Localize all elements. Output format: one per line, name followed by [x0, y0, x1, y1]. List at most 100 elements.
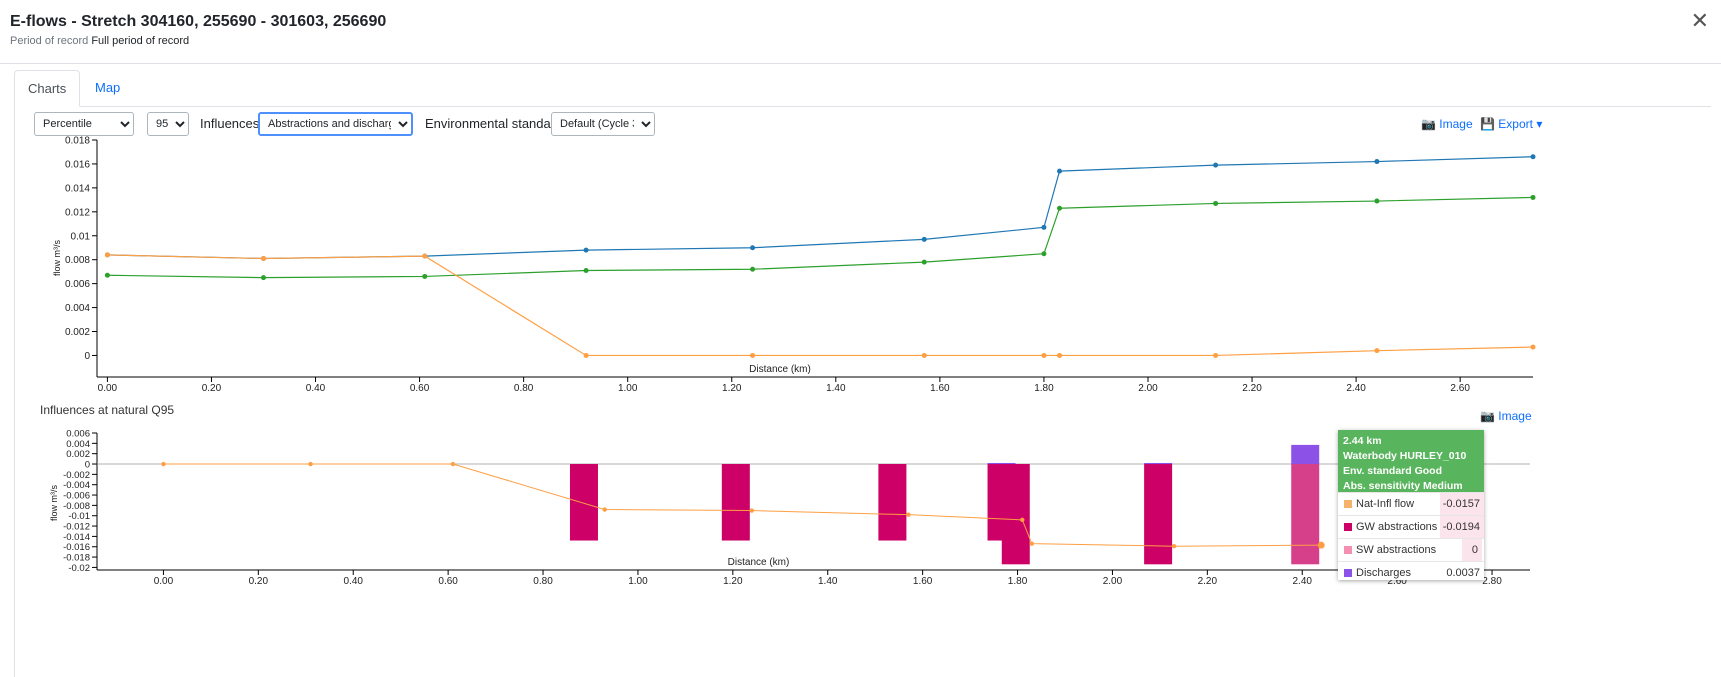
gw-abstraction-bar	[569, 464, 598, 541]
x-tick-label: 0.80	[533, 576, 553, 587]
y-tick-label: 0.012	[65, 207, 90, 218]
data-point	[750, 245, 756, 251]
tab-charts[interactable]: Charts	[14, 70, 81, 107]
legend-swatch	[1344, 546, 1352, 554]
influences-chart-title: Influences at natural Q95	[40, 403, 175, 417]
nat-infl-point	[161, 461, 166, 467]
tooltip-row: SW abstractions 0	[1338, 538, 1484, 561]
y-tick-label: -0.01	[68, 511, 90, 522]
legend-swatch	[1344, 569, 1352, 577]
camera-icon: 📷	[1421, 117, 1436, 131]
data-point	[1041, 352, 1047, 358]
gw-abstraction-bar	[1144, 464, 1173, 565]
x-tick-label: 1.20	[722, 383, 742, 394]
data-point	[1057, 205, 1063, 211]
nat-infl-point	[749, 508, 755, 513]
x-tick-label: 2.40	[1346, 383, 1366, 394]
influences-label: Influences	[200, 116, 260, 131]
x-tick-label: 1.00	[618, 383, 638, 394]
nat-infl-line	[163, 463, 1322, 547]
series-line	[107, 254, 1534, 357]
x-tick-label: 1.00	[628, 576, 648, 587]
gw-abstraction-bar	[721, 464, 750, 541]
y-tick-label: 0	[84, 351, 90, 362]
env-standard-label: Environmental standard	[425, 116, 563, 131]
x-tick-label: 2.80	[1482, 576, 1502, 587]
period-of-record: Period of record Full period of record	[10, 35, 189, 47]
data-point	[260, 275, 266, 281]
close-icon[interactable]: ✕	[1690, 8, 1709, 33]
data-point	[1213, 352, 1219, 358]
x-tick-label: 0.80	[514, 383, 534, 394]
series-line	[107, 156, 1534, 260]
data-point	[921, 259, 927, 265]
nat-infl-point	[602, 507, 607, 512]
tooltip-distance: 2.44 km	[1343, 435, 1382, 447]
x-tick-label: 0.20	[202, 383, 222, 394]
caret-down-icon: ▾	[1536, 117, 1543, 131]
tooltip-row: Nat-Infl flow -0.0157	[1338, 492, 1484, 515]
gw-abstraction-bar	[878, 464, 907, 541]
tooltip-row: Discharges 0.0037	[1338, 561, 1484, 584]
nat-infl-point	[1020, 517, 1025, 523]
page-title: E-flows - Stretch 304160, 255690 - 30160…	[10, 13, 387, 30]
data-point	[1213, 200, 1219, 206]
x-tick-label: 1.20	[723, 576, 743, 587]
tooltip-row: GW abstractions -0.0194	[1338, 515, 1484, 538]
x-tick-label: 0.60	[410, 383, 430, 394]
y-tick-label: 0.006	[65, 279, 90, 290]
x-tick-label: 2.60	[1450, 383, 1470, 394]
nat-infl-point	[450, 461, 456, 467]
data-point	[1374, 348, 1380, 354]
y-tick-label: -0.008	[63, 501, 90, 512]
data-point	[422, 273, 428, 279]
x-tick-label: 1.40	[818, 576, 838, 587]
x-tick-label: 2.60	[1387, 576, 1407, 587]
influences-image-button[interactable]: 📷 Image	[1480, 409, 1532, 423]
y-tick-label: -0.002	[63, 470, 90, 481]
y-tick-label: -0.016	[63, 542, 90, 553]
nat-infl-point	[1029, 541, 1034, 546]
nat-infl-point	[1171, 544, 1177, 549]
y-tick-label: -0.004	[63, 480, 90, 491]
y-tick-label: 0.002	[65, 327, 90, 338]
influences-select[interactable]: Abstractions and discharges	[258, 112, 413, 136]
y-tick-label: 0.014	[65, 183, 90, 194]
data-point	[1374, 198, 1380, 204]
data-point	[1374, 159, 1380, 165]
sw-abstraction-bar	[1291, 464, 1320, 565]
data-point	[1213, 162, 1219, 168]
x-tick-label: 0.00	[154, 576, 174, 587]
y-tick-label: -0.018	[63, 553, 90, 564]
nat-infl-point	[1317, 541, 1325, 549]
env-standard-select[interactable]: Default (Cycle 3)	[551, 112, 655, 136]
chart-tooltip: 2.44 km Waterbody HURLEY_010 Env. standa…	[1338, 430, 1484, 580]
y-axis-label: flow m³/s	[49, 485, 59, 522]
period-value: Full period of record	[91, 35, 190, 47]
nat-infl-point	[906, 512, 911, 517]
x-tick-label: 1.60	[913, 576, 933, 587]
x-tick-label: 2.40	[1293, 576, 1313, 587]
tab-map[interactable]: Map	[95, 80, 121, 95]
camera-icon: 📷	[1480, 409, 1495, 423]
influences-chart: 0.0060.0040.0020-0.002-0.004-0.006-0.008…	[49, 429, 1530, 587]
data-point	[921, 352, 927, 358]
percentile-select[interactable]: 95	[147, 112, 189, 136]
discharge-bar	[987, 462, 1016, 465]
y-tick-label: 0.004	[66, 439, 90, 450]
y-tick-label: 0.006	[66, 429, 90, 440]
tooltip-abs-sensitivity: Abs. sensitivity Medium	[1343, 480, 1463, 492]
y-tick-label: -0.014	[63, 532, 90, 543]
y-axis-label: flow m³/s	[52, 240, 62, 277]
y-tick-label: 0.008	[65, 255, 90, 266]
tooltip-waterbody: Waterbody HURLEY_010	[1343, 450, 1467, 462]
x-tick-label: 0.40	[343, 576, 363, 587]
image-button[interactable]: 📷 Image	[1421, 117, 1473, 131]
x-tick-label: 2.00	[1138, 383, 1158, 394]
data-point	[1530, 344, 1536, 350]
gw-abstraction-bar	[1001, 464, 1030, 565]
statistic-select[interactable]: Percentile	[34, 112, 134, 136]
export-button[interactable]: 💾 Export ▾	[1480, 117, 1543, 131]
x-axis-label: Distance (km)	[749, 364, 811, 375]
